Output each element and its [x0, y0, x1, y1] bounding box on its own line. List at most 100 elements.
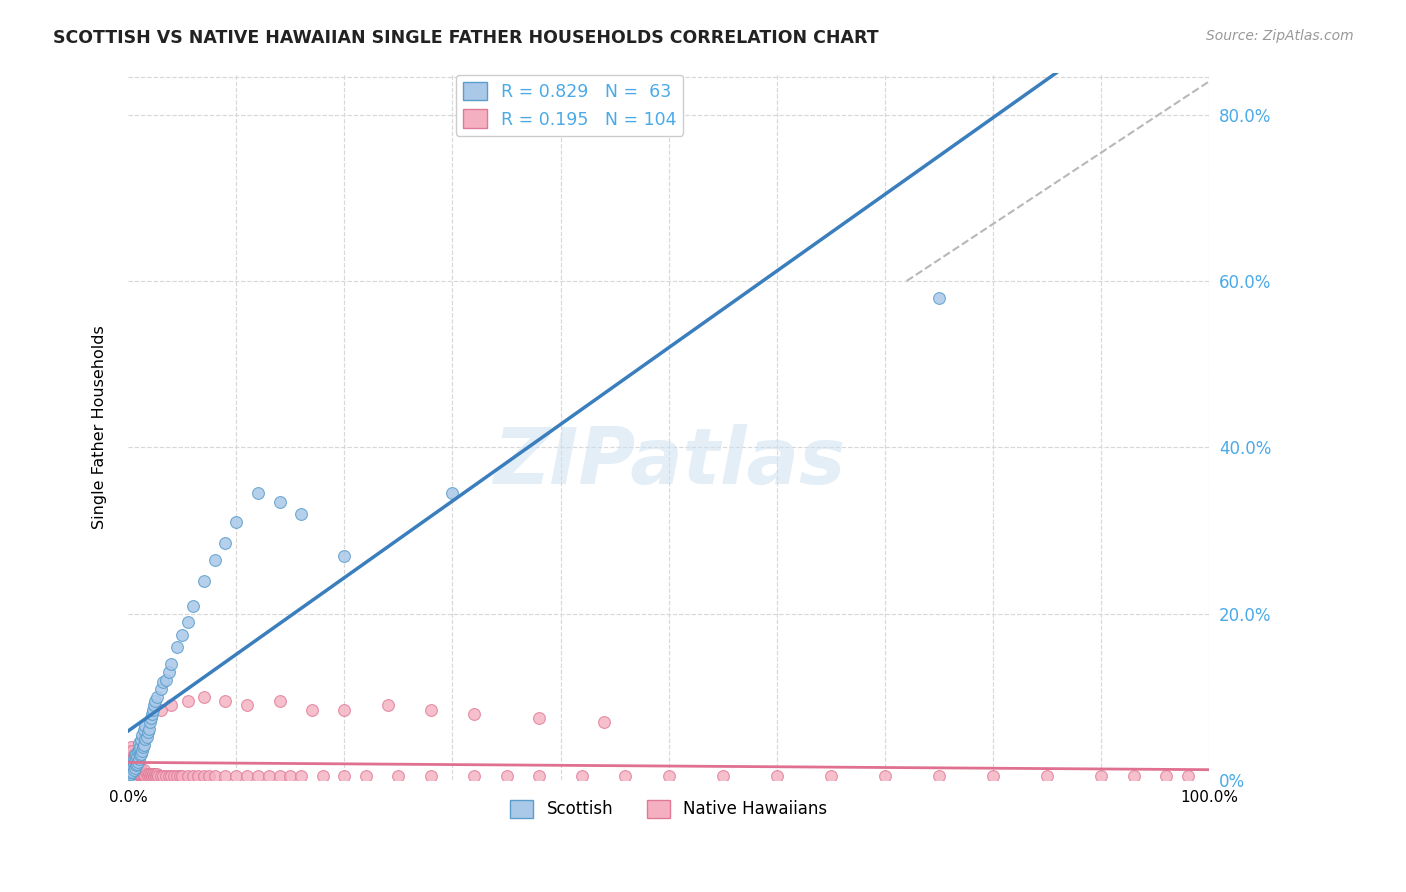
Point [127, 744, 149, 758]
Point [125, 756, 148, 771]
Point [142, 766, 165, 780]
Point [129, 761, 152, 775]
Point [128, 758, 150, 772]
Point [176, 769, 198, 783]
Point [122, 752, 145, 766]
Text: Source: ZipAtlas.com: Source: ZipAtlas.com [1206, 29, 1354, 43]
Point [125, 752, 148, 766]
Point [139, 711, 162, 725]
Point [122, 764, 145, 779]
Point [658, 769, 681, 783]
Point [128, 752, 150, 766]
Point [131, 727, 153, 741]
Point [278, 769, 301, 783]
Point [129, 766, 152, 780]
Point [333, 769, 356, 783]
Point [136, 725, 159, 739]
Point [129, 733, 152, 747]
Point [155, 673, 177, 688]
Point [333, 702, 356, 716]
Point [236, 698, 259, 713]
Point [120, 756, 142, 771]
Point [181, 599, 204, 613]
Point [204, 769, 226, 783]
Point [118, 752, 141, 766]
Point [214, 769, 236, 783]
Text: SCOTTISH VS NATIVE HAWAIIAN SINGLE FATHER HOUSEHOLDS CORRELATION CHART: SCOTTISH VS NATIVE HAWAIIAN SINGLE FATHE… [53, 29, 879, 46]
Point [138, 766, 160, 780]
Point [121, 764, 143, 779]
Point [132, 739, 155, 754]
Point [172, 628, 194, 642]
Point [124, 761, 146, 775]
Point [571, 769, 593, 783]
Point [124, 755, 146, 769]
Point [143, 698, 166, 713]
Point [120, 764, 142, 779]
Point [124, 748, 146, 763]
Point [128, 766, 150, 780]
Point [127, 764, 149, 778]
Point [257, 769, 280, 783]
Point [246, 486, 269, 500]
Point [181, 769, 204, 783]
Text: ZIPatlas: ZIPatlas [492, 424, 845, 500]
Point [125, 758, 148, 772]
Point [139, 766, 162, 780]
Y-axis label: Single Father Households: Single Father Households [93, 325, 107, 529]
Point [441, 486, 464, 500]
Point [134, 766, 156, 780]
Point [614, 769, 637, 783]
Point [127, 755, 149, 769]
Point [122, 756, 145, 771]
Point [136, 769, 159, 783]
Point [135, 766, 157, 780]
Point [214, 536, 236, 550]
Point [198, 769, 221, 783]
Point [928, 769, 950, 783]
Point [160, 698, 183, 713]
Point [143, 694, 166, 708]
Point [187, 769, 209, 783]
Point [121, 761, 143, 775]
Point [129, 748, 152, 763]
Point [419, 769, 441, 783]
Point [152, 769, 174, 783]
Point [134, 739, 156, 753]
Point [463, 769, 485, 783]
Point [120, 766, 142, 780]
Point [124, 761, 146, 775]
Point [146, 766, 169, 780]
Point [121, 758, 143, 772]
Point [169, 769, 191, 783]
Point [120, 764, 142, 778]
Point [193, 769, 215, 783]
Point [129, 739, 152, 754]
Point [166, 640, 188, 655]
Point [377, 698, 399, 713]
Point [592, 714, 614, 729]
Point [128, 741, 150, 756]
Point [149, 702, 172, 716]
Point [122, 756, 145, 771]
Point [419, 702, 441, 716]
Point [125, 756, 148, 771]
Point [527, 769, 550, 783]
Point [134, 731, 156, 746]
Point [125, 747, 148, 761]
Point [145, 769, 167, 783]
Point [125, 766, 148, 780]
Point [131, 744, 153, 758]
Point [120, 748, 142, 763]
Point [928, 291, 950, 305]
Point [1122, 769, 1144, 783]
Point [820, 769, 842, 783]
Point [125, 750, 148, 764]
Point [225, 769, 247, 783]
Point [269, 694, 291, 708]
Point [127, 766, 149, 780]
Point [1036, 769, 1059, 783]
Point [204, 553, 226, 567]
Point [125, 761, 148, 775]
Point [120, 739, 142, 754]
